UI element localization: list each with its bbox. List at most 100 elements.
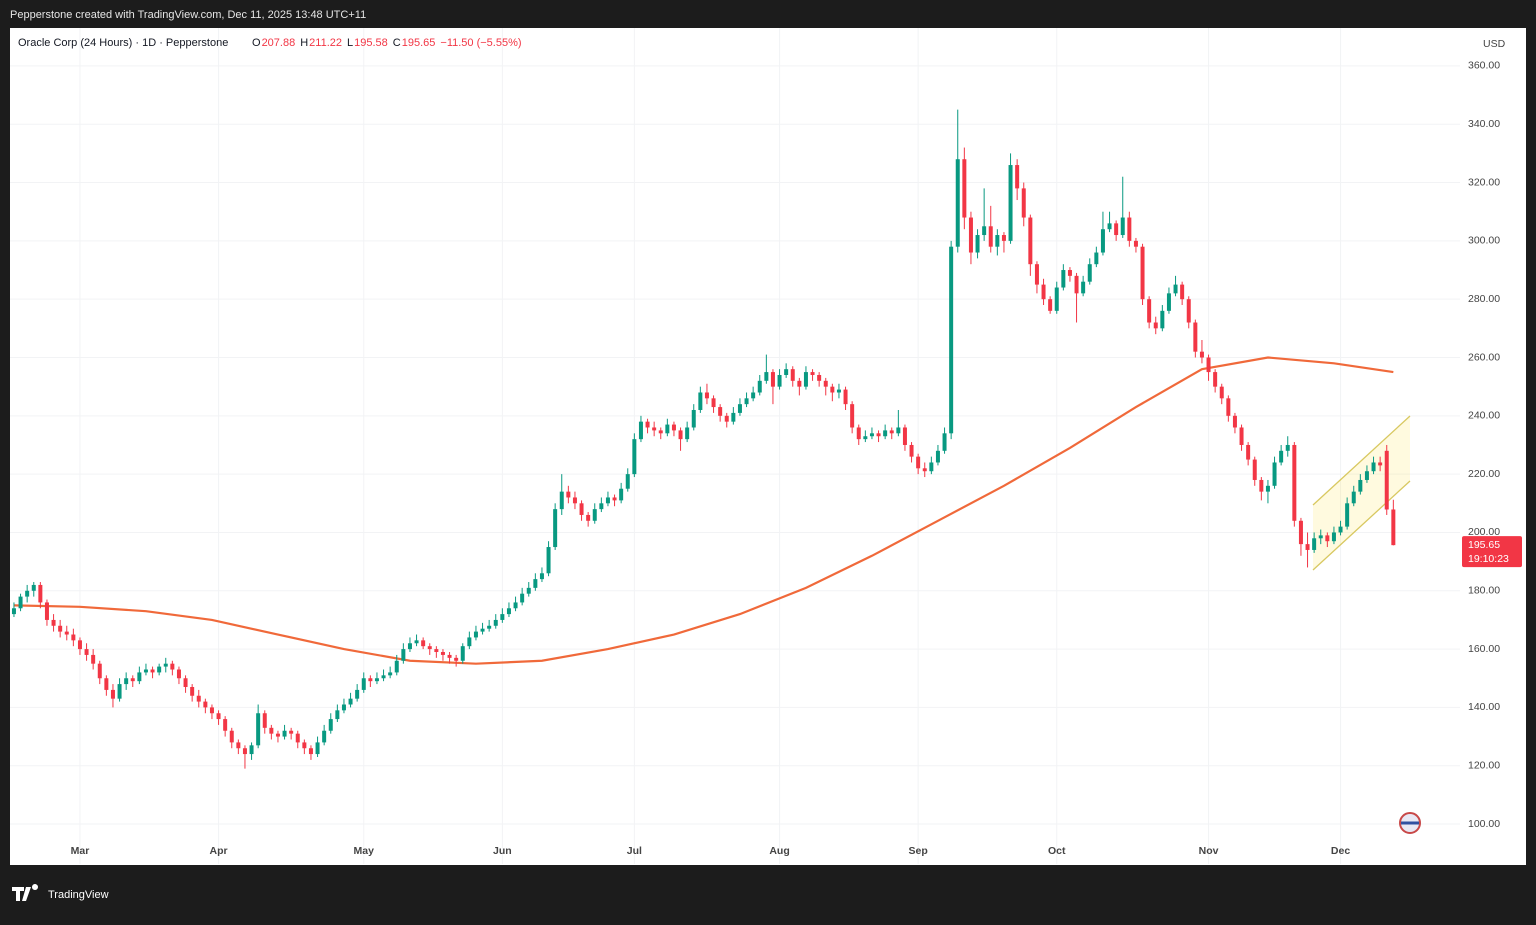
candle-body bbox=[209, 707, 214, 714]
candle-body bbox=[38, 584, 43, 603]
candle-body bbox=[64, 631, 69, 635]
ohlc-value: 207.88 bbox=[262, 37, 296, 49]
ohlc-legend: O 207.88 H 211.22 L 195.58 C 195.65 −11.50 (−5.5… bbox=[252, 37, 522, 49]
candle-body bbox=[1312, 538, 1317, 550]
candle-body bbox=[315, 742, 320, 755]
candle-body bbox=[229, 730, 234, 743]
candle-body bbox=[790, 369, 795, 381]
candle-body bbox=[454, 657, 459, 661]
candle-body bbox=[1127, 217, 1132, 241]
candle-body bbox=[513, 602, 518, 609]
x-tick-label: Oct bbox=[1048, 845, 1066, 857]
candle-body bbox=[1074, 275, 1079, 294]
candle-body bbox=[394, 660, 399, 673]
candle-body bbox=[1133, 240, 1138, 247]
candle-body bbox=[506, 608, 511, 615]
x-tick-label: Mar bbox=[71, 845, 90, 857]
candle-body bbox=[553, 509, 558, 548]
candle-body bbox=[58, 625, 63, 632]
candle-body bbox=[216, 713, 221, 720]
candle-body bbox=[863, 436, 868, 440]
candles bbox=[11, 109, 1396, 769]
symbol-title: Oracle Corp (24 Hours) · 1D · Pepperston… bbox=[18, 37, 228, 49]
candle-body bbox=[440, 652, 445, 655]
candle-body bbox=[143, 669, 148, 673]
candle-body bbox=[995, 235, 1000, 247]
candle-body bbox=[955, 159, 960, 247]
candle-body bbox=[282, 730, 287, 737]
candle-body bbox=[883, 430, 888, 437]
candle-body bbox=[249, 745, 254, 755]
candle-body bbox=[289, 730, 294, 734]
candle-body bbox=[500, 614, 505, 620]
candle-body bbox=[652, 427, 657, 431]
candle-body bbox=[460, 646, 465, 661]
candle-body bbox=[599, 503, 604, 510]
channel-line bbox=[1312, 480, 1411, 571]
candle-body bbox=[190, 687, 195, 696]
candle-body bbox=[427, 646, 432, 650]
candle-body bbox=[1199, 351, 1204, 358]
candle-body bbox=[1305, 544, 1310, 550]
x-tick-label: Nov bbox=[1199, 845, 1219, 857]
candle-body bbox=[1239, 427, 1244, 445]
x-tick-label: Dec bbox=[1331, 845, 1350, 857]
y-tick-label: 120.00 bbox=[1468, 760, 1500, 772]
candle-body bbox=[308, 748, 313, 755]
candle-body bbox=[1067, 270, 1072, 276]
candle-body bbox=[533, 579, 538, 588]
candle-body bbox=[163, 663, 168, 667]
candle-body bbox=[520, 593, 525, 603]
change: −11.50 (−5.55%) bbox=[440, 37, 521, 49]
candle-body bbox=[869, 433, 874, 437]
candle-body bbox=[1206, 357, 1211, 373]
candle-body bbox=[1285, 444, 1290, 451]
candle-body bbox=[1061, 270, 1066, 288]
candle-body bbox=[401, 649, 406, 661]
candle-body bbox=[1081, 281, 1086, 294]
candle-body bbox=[935, 450, 940, 463]
candle-body bbox=[97, 663, 102, 679]
candle-body bbox=[170, 663, 175, 670]
candle-body bbox=[1364, 471, 1369, 480]
candle-body bbox=[157, 666, 162, 673]
x-tick-label: Apr bbox=[210, 845, 228, 857]
x-tick-label: Sep bbox=[909, 845, 928, 857]
candle-body bbox=[942, 433, 947, 451]
candle-body bbox=[658, 430, 663, 434]
y-tick-label: 220.00 bbox=[1468, 468, 1500, 480]
y-tick-label: 140.00 bbox=[1468, 701, 1500, 713]
candle-body bbox=[843, 389, 848, 405]
candle-body bbox=[1384, 450, 1389, 510]
candle-body bbox=[434, 649, 439, 653]
candle-body bbox=[31, 584, 36, 591]
candle-body bbox=[836, 389, 841, 393]
candle-body bbox=[1325, 535, 1330, 542]
candle-body bbox=[473, 631, 478, 638]
candle-body bbox=[546, 547, 551, 574]
candle-body bbox=[1272, 462, 1277, 486]
candle-body bbox=[1331, 532, 1336, 542]
candle-body bbox=[711, 398, 716, 408]
candle-body bbox=[975, 235, 980, 253]
candle-body bbox=[269, 727, 274, 734]
candle-body bbox=[414, 640, 419, 644]
candle-body bbox=[1232, 415, 1237, 428]
candle-body bbox=[1351, 491, 1356, 504]
top-bar-text: Pepperstone created with TradingView.com… bbox=[10, 9, 366, 21]
price-tag-value: 195.65 bbox=[1468, 539, 1500, 551]
candle-body bbox=[592, 509, 597, 521]
y-tick-label: 260.00 bbox=[1468, 351, 1500, 363]
candle-body bbox=[1028, 217, 1033, 265]
candle-body bbox=[421, 640, 426, 647]
candle-body bbox=[665, 424, 670, 434]
candle-body bbox=[1087, 264, 1092, 282]
candle-body bbox=[1259, 479, 1264, 492]
candle-body bbox=[130, 678, 135, 682]
candle-body bbox=[1021, 188, 1026, 218]
y-tick-label: 360.00 bbox=[1468, 60, 1500, 72]
candle-body bbox=[1034, 264, 1039, 285]
candle-body bbox=[493, 619, 498, 626]
candle-body bbox=[757, 380, 762, 393]
